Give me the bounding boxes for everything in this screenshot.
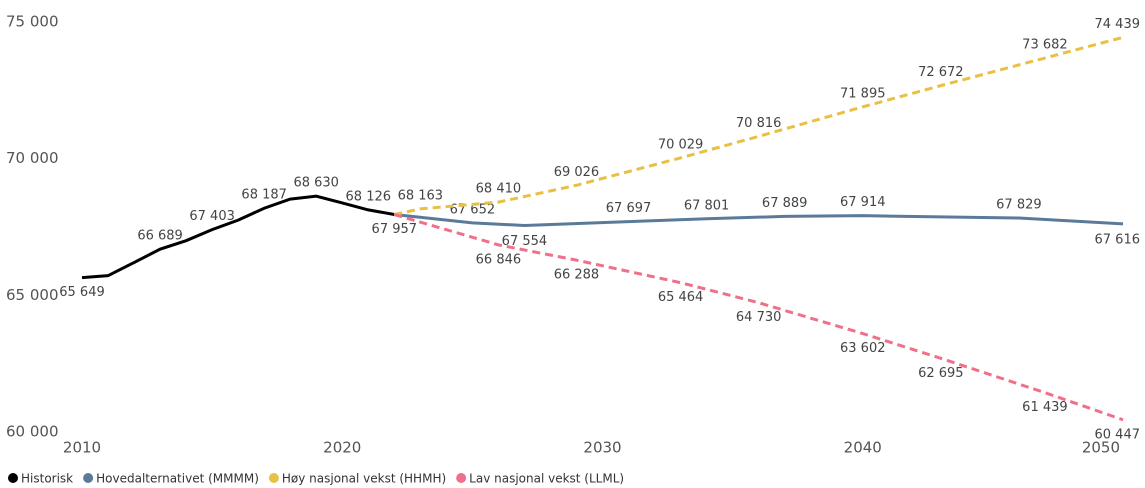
data-label: 67 957 bbox=[372, 222, 418, 237]
data-label: 67 829 bbox=[996, 198, 1042, 213]
legend-label: Historisk bbox=[21, 472, 73, 486]
y-tick-label: 60 000 bbox=[6, 423, 59, 441]
data-label: 65 649 bbox=[59, 285, 105, 300]
series-line bbox=[393, 35, 1124, 216]
legend-label: Høy nasjonal vekst (HHMH) bbox=[282, 472, 446, 486]
series-line bbox=[393, 213, 1124, 422]
y-tick-label: 75 000 bbox=[6, 13, 59, 31]
x-tick-label: 2040 bbox=[844, 439, 882, 457]
data-label: 68 163 bbox=[398, 188, 444, 203]
data-label: 67 801 bbox=[684, 198, 730, 213]
series-line bbox=[394, 213, 1124, 228]
y-tick-label: 70 000 bbox=[6, 149, 59, 167]
data-label: 69 026 bbox=[554, 165, 600, 180]
data-label: 65 464 bbox=[658, 290, 704, 305]
y-tick-label: 65 000 bbox=[6, 286, 59, 304]
data-label: 66 689 bbox=[137, 229, 183, 244]
data-label: 70 816 bbox=[736, 116, 782, 131]
x-tick-label: 2010 bbox=[63, 439, 101, 457]
series-line bbox=[81, 194, 395, 280]
x-tick-label: 2030 bbox=[583, 439, 621, 457]
data-label: 67 697 bbox=[606, 201, 652, 216]
data-label: 67 554 bbox=[502, 234, 548, 249]
data-label: 68 410 bbox=[476, 182, 522, 197]
data-label: 74 439 bbox=[1095, 17, 1141, 32]
x-tick-label: 2020 bbox=[323, 439, 361, 457]
data-label: 67 889 bbox=[762, 196, 808, 211]
data-label: 67 616 bbox=[1095, 232, 1141, 247]
data-label: 64 730 bbox=[736, 310, 782, 325]
data-label: 72 672 bbox=[918, 65, 964, 80]
data-label: 71 895 bbox=[840, 86, 886, 101]
data-label: 73 682 bbox=[1022, 38, 1068, 53]
data-label: 60 447 bbox=[1095, 427, 1141, 442]
data-label: 66 288 bbox=[554, 268, 600, 283]
data-label: 68 630 bbox=[293, 176, 339, 191]
legend-label: Lav nasjonal vekst (LLML) bbox=[469, 472, 624, 486]
data-label: 68 126 bbox=[346, 189, 392, 204]
x-tick-label: 2050 bbox=[1082, 439, 1120, 457]
data-label: 67 403 bbox=[189, 209, 235, 224]
legend-marker bbox=[268, 473, 279, 483]
legend-label: Hovedalternativet (MMMM) bbox=[96, 472, 259, 486]
data-label: 68 187 bbox=[241, 188, 287, 203]
data-label: 63 602 bbox=[840, 341, 886, 356]
data-label: 66 846 bbox=[476, 252, 522, 267]
legend-marker bbox=[8, 473, 18, 483]
legend-marker bbox=[456, 473, 467, 483]
data-label: 70 029 bbox=[658, 137, 704, 152]
data-label: 62 695 bbox=[918, 366, 964, 381]
legend-marker bbox=[83, 473, 94, 483]
data-label: 61 439 bbox=[1022, 400, 1068, 415]
data-label: 67 914 bbox=[840, 195, 886, 210]
